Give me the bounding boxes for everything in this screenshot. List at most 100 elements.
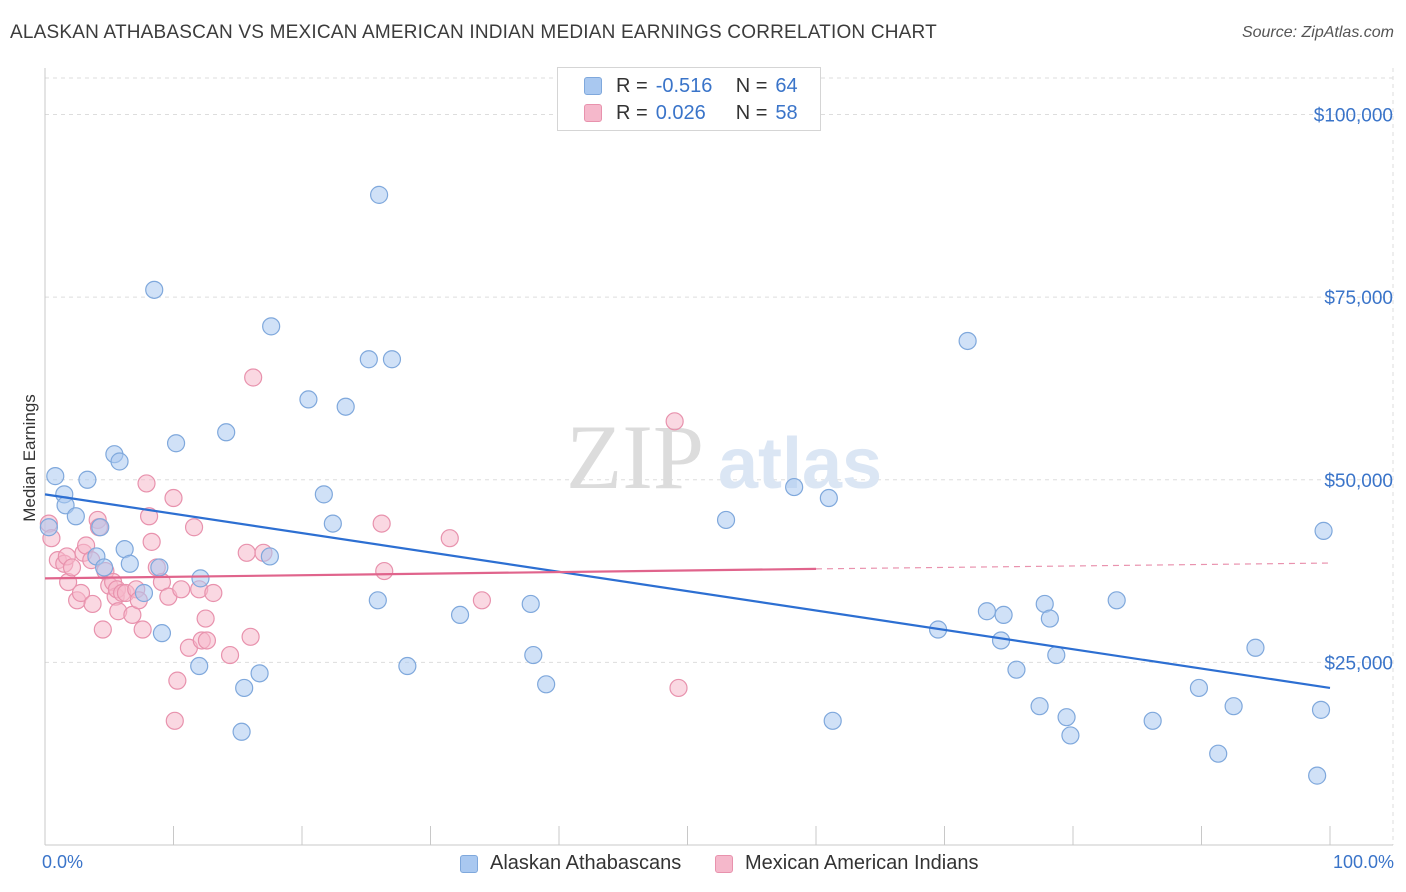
- x-tick-label-min: 0.0%: [42, 852, 84, 872]
- stats-legend: R = -0.516 N = 64 R = 0.026 N = 58: [557, 67, 821, 131]
- data-point: [250, 664, 269, 683]
- data-point: [994, 605, 1013, 625]
- legend-item-mexican-american-indians[interactable]: Mexican American Indians: [715, 852, 978, 875]
- data-point: [164, 488, 183, 508]
- data-point: [120, 554, 139, 573]
- axes: [44, 68, 1393, 846]
- r-label: R =: [616, 101, 648, 124]
- data-point: [91, 518, 110, 537]
- data-point: [716, 510, 736, 530]
- stats-row-blue: R = -0.516 N = 64: [584, 74, 798, 98]
- legend-item-alaskan-athabascans[interactable]: Alaskan Athabascans: [460, 852, 681, 875]
- data-point: [370, 185, 389, 204]
- source-label: Source: ZipAtlas.com: [1241, 24, 1394, 41]
- data-point: [1224, 697, 1243, 716]
- data-point: [1047, 645, 1066, 665]
- n-label: N =: [735, 74, 768, 97]
- stats-row-pink: R = 0.026 N = 58: [584, 101, 798, 125]
- data-point: [166, 434, 186, 453]
- r-label: R =: [616, 74, 648, 97]
- data-point: [241, 627, 260, 646]
- data-point: [1308, 766, 1327, 785]
- data-point: [440, 529, 459, 548]
- data-point: [1314, 521, 1333, 540]
- y-tick-labels: $25,000 $50,000 $75,000 $100,000: [1314, 106, 1393, 675]
- y-tick-label: $25,000: [1324, 653, 1393, 674]
- data-point: [1189, 678, 1209, 698]
- data-point: [336, 397, 355, 416]
- data-point: [958, 331, 977, 351]
- r-value: 0.026: [655, 101, 706, 124]
- data-point: [823, 711, 842, 730]
- data-point: [66, 507, 85, 526]
- data-point: [472, 591, 491, 610]
- data-point: [46, 467, 65, 486]
- trend-line-blue: [44, 493, 1331, 690]
- data-point: [217, 423, 236, 442]
- data-point: [172, 580, 191, 599]
- n-value: 64: [775, 74, 798, 97]
- data-point: [375, 561, 394, 581]
- data-point: [450, 605, 470, 625]
- chart-title: ALASKAN ATHABASCAN VS MEXICAN AMERICAN I…: [10, 22, 937, 43]
- data-point: [669, 678, 688, 698]
- data-point: [314, 485, 333, 504]
- trend-lines: [44, 493, 1331, 690]
- data-point: [190, 656, 209, 676]
- data-point: [78, 470, 97, 489]
- data-point: [197, 631, 217, 650]
- data-point: [1061, 726, 1080, 745]
- data-point: [110, 452, 129, 471]
- data-point: [323, 514, 342, 533]
- legend-swatch-blue: [460, 854, 478, 873]
- data-point: [537, 675, 556, 694]
- data-point: [1246, 638, 1265, 657]
- data-point: [521, 594, 540, 614]
- y-tick-label: $100,000: [1314, 106, 1393, 127]
- trend-line-pink: [44, 567, 817, 580]
- data-point: [232, 722, 251, 741]
- data-point: [95, 558, 114, 577]
- data-point: [165, 711, 184, 730]
- data-point: [785, 477, 804, 497]
- y-tick-label: $75,000: [1324, 288, 1393, 309]
- data-point: [137, 474, 156, 493]
- data-point: [1107, 591, 1126, 610]
- data-point: [220, 645, 240, 665]
- data-point: [665, 412, 684, 431]
- data-point: [1143, 711, 1162, 730]
- data-point: [83, 594, 102, 614]
- data-point: [134, 583, 154, 603]
- data-point: [39, 518, 58, 537]
- data-point: [262, 317, 281, 336]
- data-point: [150, 558, 169, 577]
- data-point: [204, 583, 223, 603]
- data-point: [142, 532, 161, 551]
- data-point: [235, 678, 254, 698]
- data-point: [1007, 660, 1026, 679]
- data-point: [71, 583, 91, 603]
- series-alaskan-athabascans: [39, 185, 1333, 785]
- data-point: [1040, 609, 1059, 628]
- data-point: [244, 368, 263, 387]
- data-point: [1030, 697, 1049, 716]
- data-point: [260, 547, 279, 566]
- data-point: [1209, 744, 1228, 763]
- data-point: [359, 350, 378, 369]
- data-point: [382, 350, 402, 369]
- n-value: 58: [775, 101, 798, 124]
- data-point: [1311, 700, 1331, 719]
- data-point: [139, 507, 159, 526]
- data-point: [184, 518, 204, 537]
- data-point: [237, 543, 256, 562]
- gridlines: [45, 68, 1394, 845]
- n-label: N =: [735, 101, 768, 124]
- data-point: [152, 624, 172, 643]
- data-point: [168, 671, 187, 690]
- legend-label: Mexican American Indians: [745, 852, 979, 874]
- y-tick-label: $50,000: [1324, 471, 1393, 492]
- data-point: [299, 390, 318, 409]
- data-point: [819, 488, 838, 508]
- series-legend: Alaskan Athabascans Mexican American Ind…: [0, 852, 1406, 878]
